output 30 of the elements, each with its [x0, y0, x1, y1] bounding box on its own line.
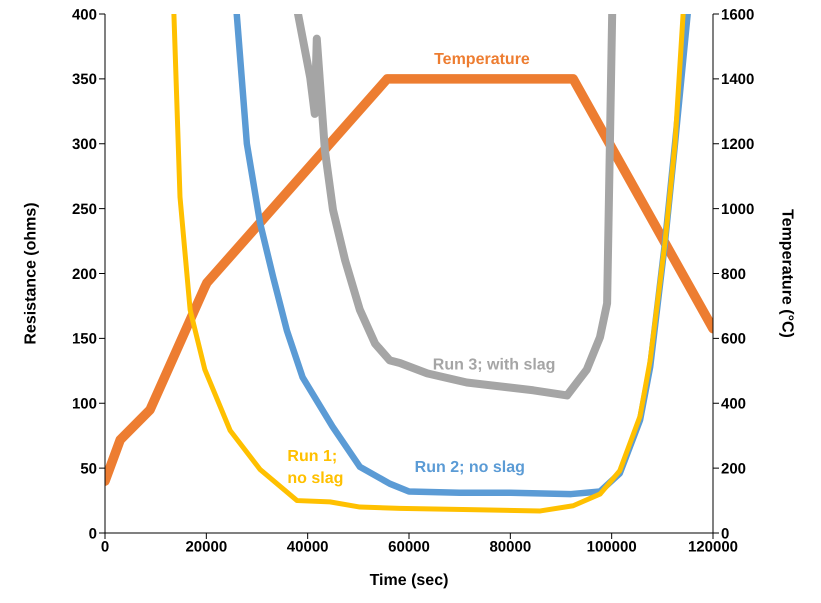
x-tick-label: 20000 [185, 538, 228, 556]
y-axis-title: Resistance (ohms) [22, 202, 40, 345]
y-tick-label: 250 [72, 200, 97, 218]
y2-tick-label: 1600 [721, 6, 754, 24]
x-tick-label: 40000 [286, 538, 329, 556]
y2-tick-label: 1400 [721, 71, 754, 88]
y-tick-label: 150 [72, 330, 97, 348]
y-tick-label: 350 [72, 71, 97, 88]
y2-axis-title: Temperature (°C) [778, 209, 796, 338]
y2-tick-label: 800 [721, 266, 746, 283]
x-axis-title: Time (sec) [370, 572, 448, 589]
series-label: Run 2; no slag [414, 458, 525, 476]
series-label: Run 1; no slag [287, 448, 344, 487]
y-tick-label: 100 [72, 396, 97, 413]
y-tick-label: 0 [88, 525, 97, 542]
y-tick-label: 50 [80, 460, 97, 478]
x-tick-label: 100000 [586, 538, 637, 556]
y2-tick-label: 1000 [721, 200, 754, 218]
x-tick-label: 80000 [489, 538, 532, 556]
y-tick-label: 300 [72, 136, 97, 154]
x-tick-label: 0 [100, 538, 110, 556]
y-tick-label: 200 [72, 266, 97, 283]
y2-tick-label: 600 [721, 330, 746, 348]
y2-tick-label: 1200 [721, 136, 754, 154]
y2-tick-label: 200 [721, 460, 746, 478]
x-tick-label: 60000 [388, 538, 430, 556]
y2-tick-label: 400 [721, 396, 746, 413]
series-label: Temperature [434, 50, 530, 68]
y-tick-label: 400 [72, 6, 97, 24]
series-label: Run 3; with slag [432, 356, 556, 374]
